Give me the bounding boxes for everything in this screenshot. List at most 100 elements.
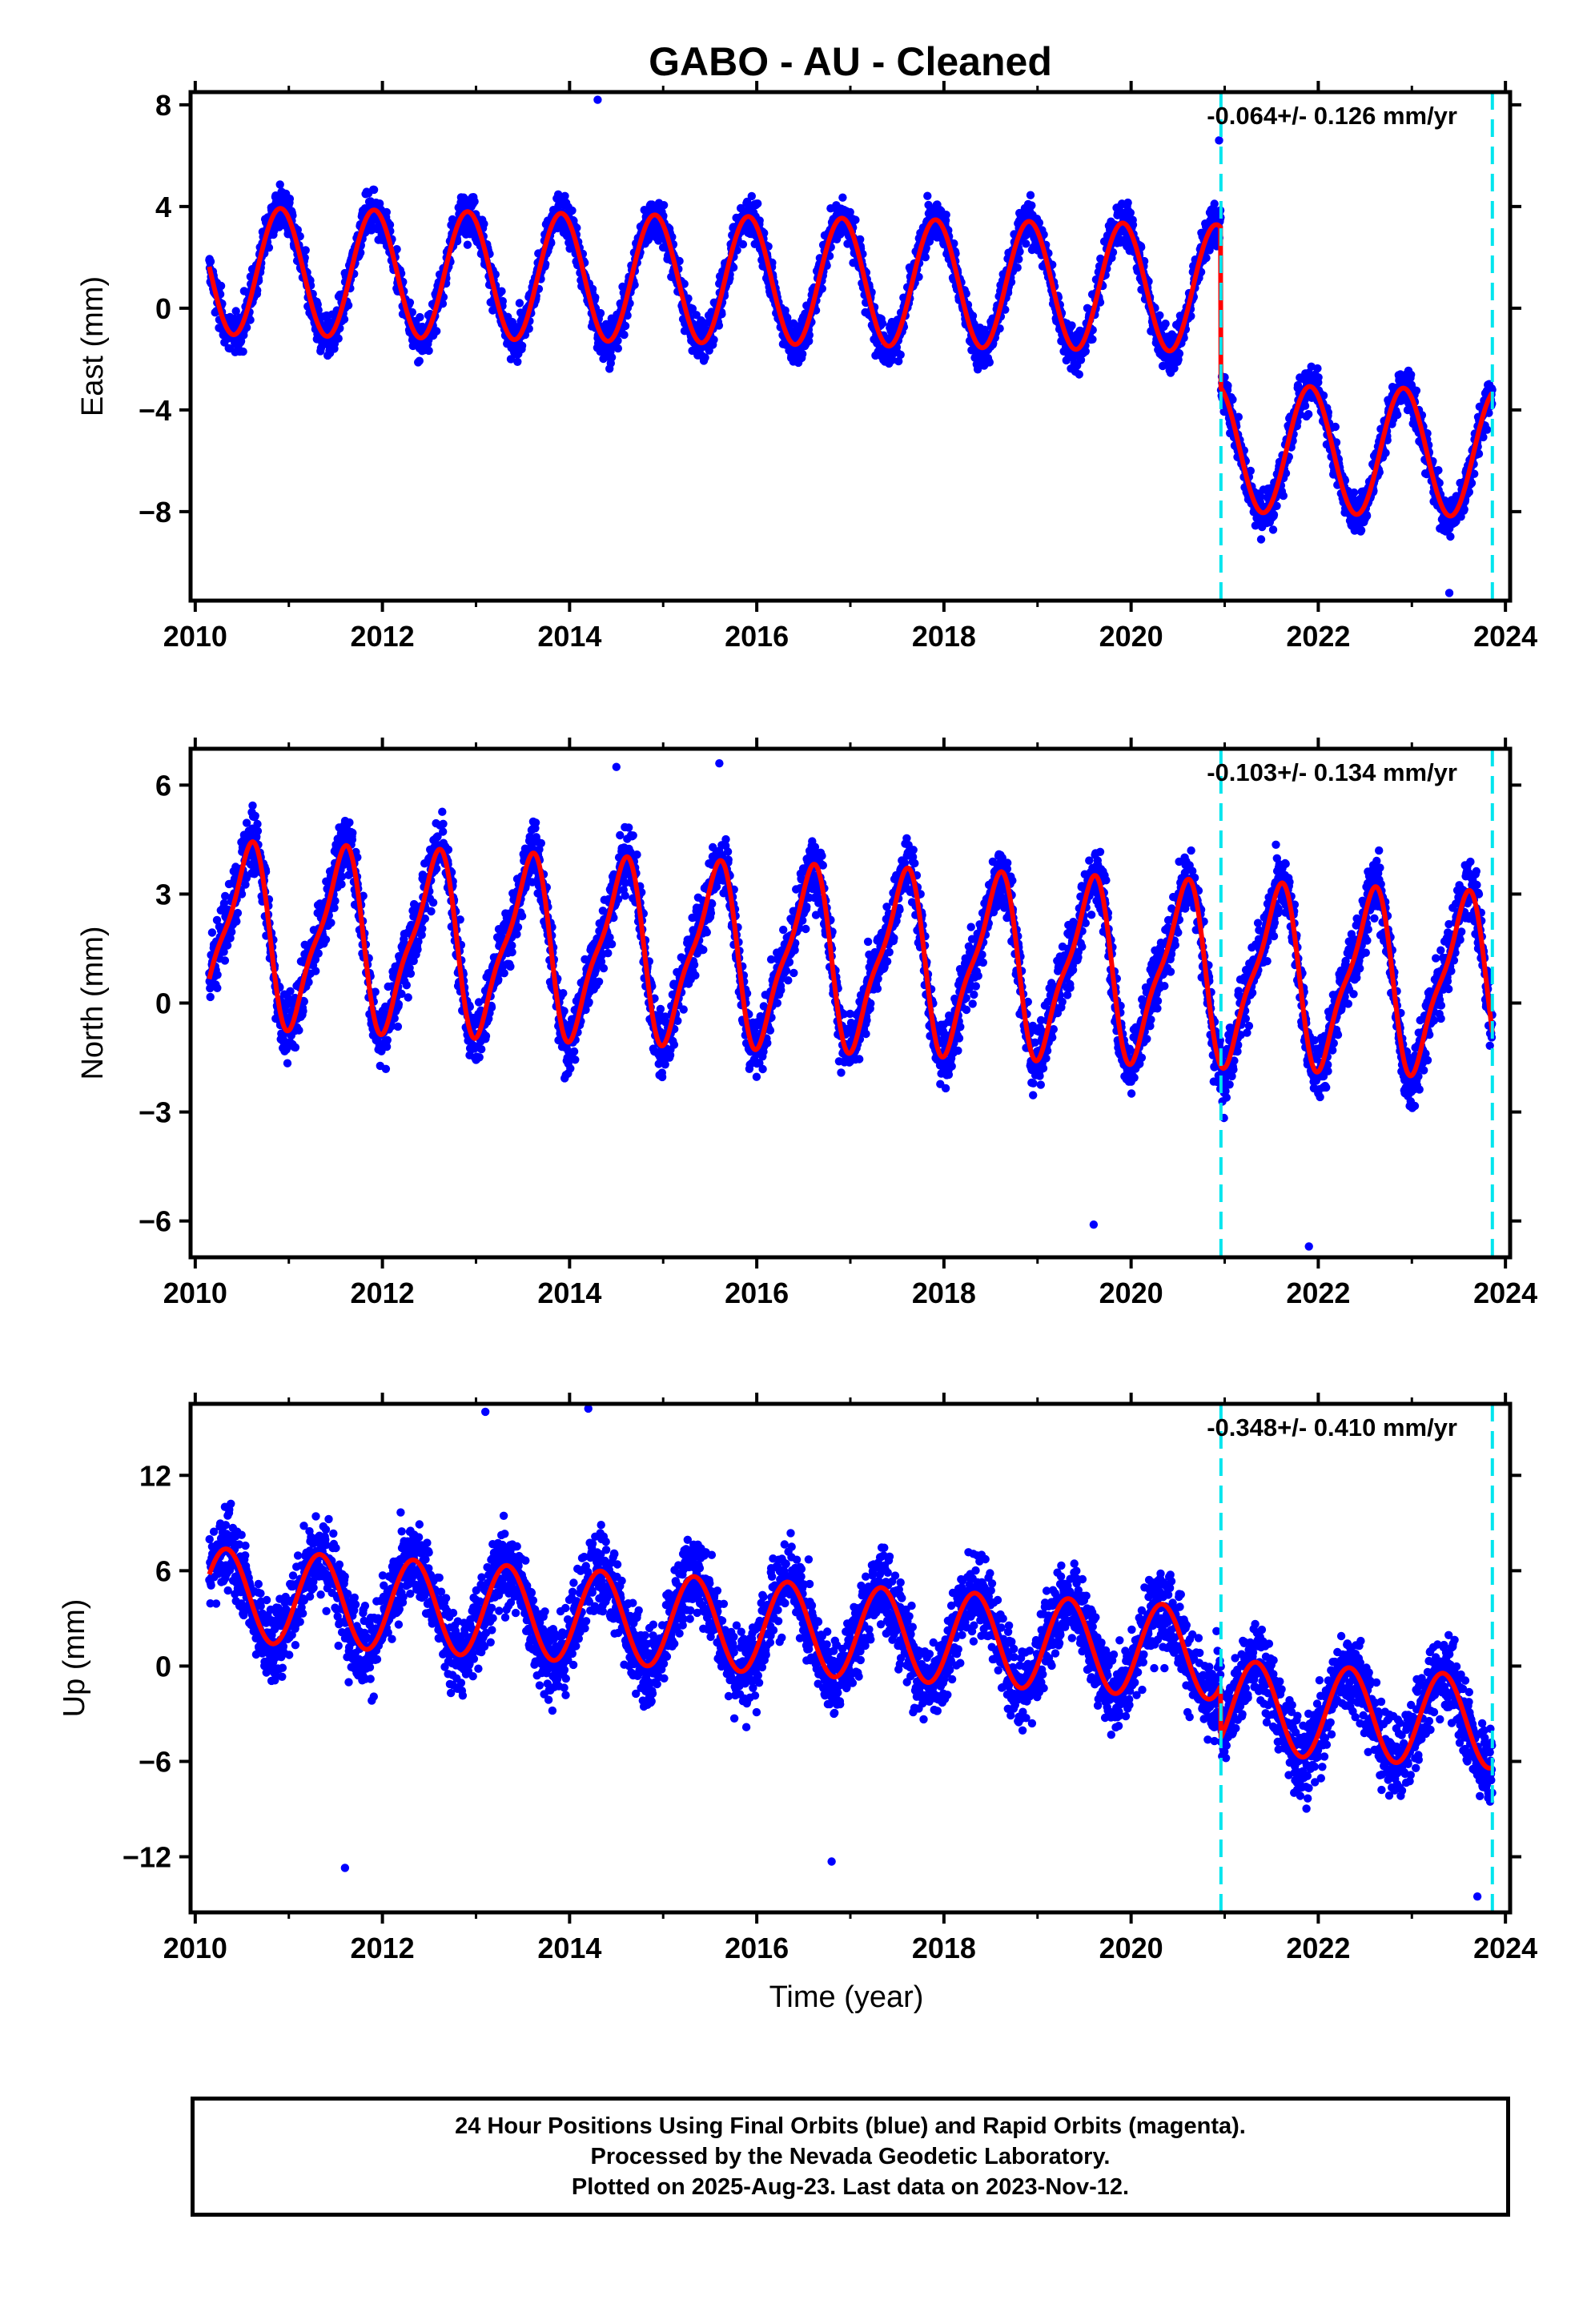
data-point: [232, 917, 241, 926]
x-tick-label: 2012: [351, 620, 415, 653]
data-point: [248, 801, 257, 810]
data-point: [1269, 510, 1279, 519]
data-point: [424, 346, 433, 356]
data-point: [1075, 370, 1084, 379]
data-point: [1304, 410, 1313, 419]
x-tick-label: 2010: [163, 620, 227, 653]
data-point: [738, 239, 748, 249]
data-point: [709, 336, 718, 344]
x-tick-label: 2014: [537, 620, 601, 653]
data-point: [227, 927, 236, 936]
data-point: [275, 180, 284, 189]
data-point: [382, 207, 391, 217]
data-point: [593, 95, 602, 104]
data-point: [1434, 466, 1443, 475]
data-point: [1013, 263, 1022, 272]
data-point: [1026, 191, 1035, 199]
data-point: [498, 296, 507, 306]
data-point: [692, 311, 701, 320]
data-point: [1412, 386, 1421, 395]
data-point: [675, 256, 684, 266]
data-point: [623, 311, 632, 320]
data-point: [591, 293, 600, 302]
data-point: [517, 341, 527, 350]
data-point: [213, 971, 222, 979]
data-points: [205, 95, 1497, 597]
y-tick-label: −8: [139, 496, 171, 529]
data-point: [1175, 349, 1184, 358]
data-point: [497, 287, 506, 296]
data-point: [253, 826, 263, 836]
data-point: [220, 956, 230, 965]
data-point: [1027, 201, 1036, 210]
data-point: [1362, 512, 1372, 521]
data-point: [1088, 335, 1097, 344]
data-point: [385, 220, 395, 229]
data-point: [1234, 412, 1243, 421]
data-point: [1444, 589, 1454, 597]
data-point: [1331, 422, 1340, 432]
data-point: [1314, 373, 1323, 382]
data-point: [392, 245, 401, 254]
data-point: [415, 356, 424, 365]
data-point: [838, 193, 847, 202]
data-point: [285, 195, 295, 203]
x-tick-label: 2016: [725, 620, 789, 653]
data-point: [242, 323, 251, 332]
data-point: [568, 206, 577, 215]
north-panel: 2010 2012 2014 2016 2018 2020 2022 2024630−3−6N…: [76, 738, 1537, 1309]
data-point: [1279, 491, 1288, 501]
data-point: [1356, 526, 1366, 535]
data-point: [470, 197, 479, 206]
data-point: [246, 316, 255, 324]
data-point: [513, 357, 522, 366]
data-point: [314, 306, 323, 315]
plot-frame: [188, 90, 1513, 603]
data-point: [896, 350, 905, 360]
data-point: [596, 308, 605, 318]
data-point: [1022, 239, 1031, 248]
data-point: [1123, 198, 1132, 207]
data-point: [231, 307, 240, 316]
data-point: [753, 199, 762, 208]
data-point: [1014, 255, 1023, 263]
data-point: [344, 301, 353, 310]
data-point: [432, 327, 441, 336]
data-point: [923, 191, 932, 200]
data-point: [798, 349, 807, 359]
data-point: [1223, 381, 1232, 390]
data-point: [480, 219, 488, 228]
data-point: [524, 324, 533, 333]
east-panel: 2010 2012 2014 2016 2018 2020 2022 2024840−4−8E…: [76, 81, 1537, 653]
data-point: [607, 353, 617, 362]
x-tick-label: 2022: [1286, 620, 1350, 653]
data-point: [588, 284, 597, 294]
data-point: [717, 310, 726, 319]
data-point: [264, 243, 274, 252]
y-tick-label: 8: [155, 89, 171, 122]
data-point: [301, 246, 310, 255]
data-point: [921, 253, 930, 262]
rate-label: -0.064+/- 0.126 mm/yr: [1207, 102, 1457, 130]
data-point: [1081, 347, 1091, 356]
y-tick-label: 0: [155, 292, 171, 325]
data-point: [942, 211, 950, 219]
data-point: [334, 334, 343, 343]
data-point: [985, 358, 994, 367]
data-point: [1460, 505, 1468, 514]
data-point: [714, 321, 724, 330]
data-point: [251, 811, 259, 820]
data-point: [213, 983, 222, 993]
data-point: [1393, 410, 1402, 420]
data-point: [1067, 321, 1076, 330]
data-point: [684, 294, 693, 303]
data-point: [688, 304, 697, 313]
chart-title: GABO - AU - Cleaned: [649, 39, 1052, 84]
data-point: [701, 353, 709, 362]
data-point: [1268, 525, 1278, 534]
data-point: [216, 281, 226, 291]
data-point: [878, 319, 887, 328]
data-point: [560, 191, 569, 200]
data-point: [1349, 488, 1359, 497]
data-point: [620, 330, 629, 340]
